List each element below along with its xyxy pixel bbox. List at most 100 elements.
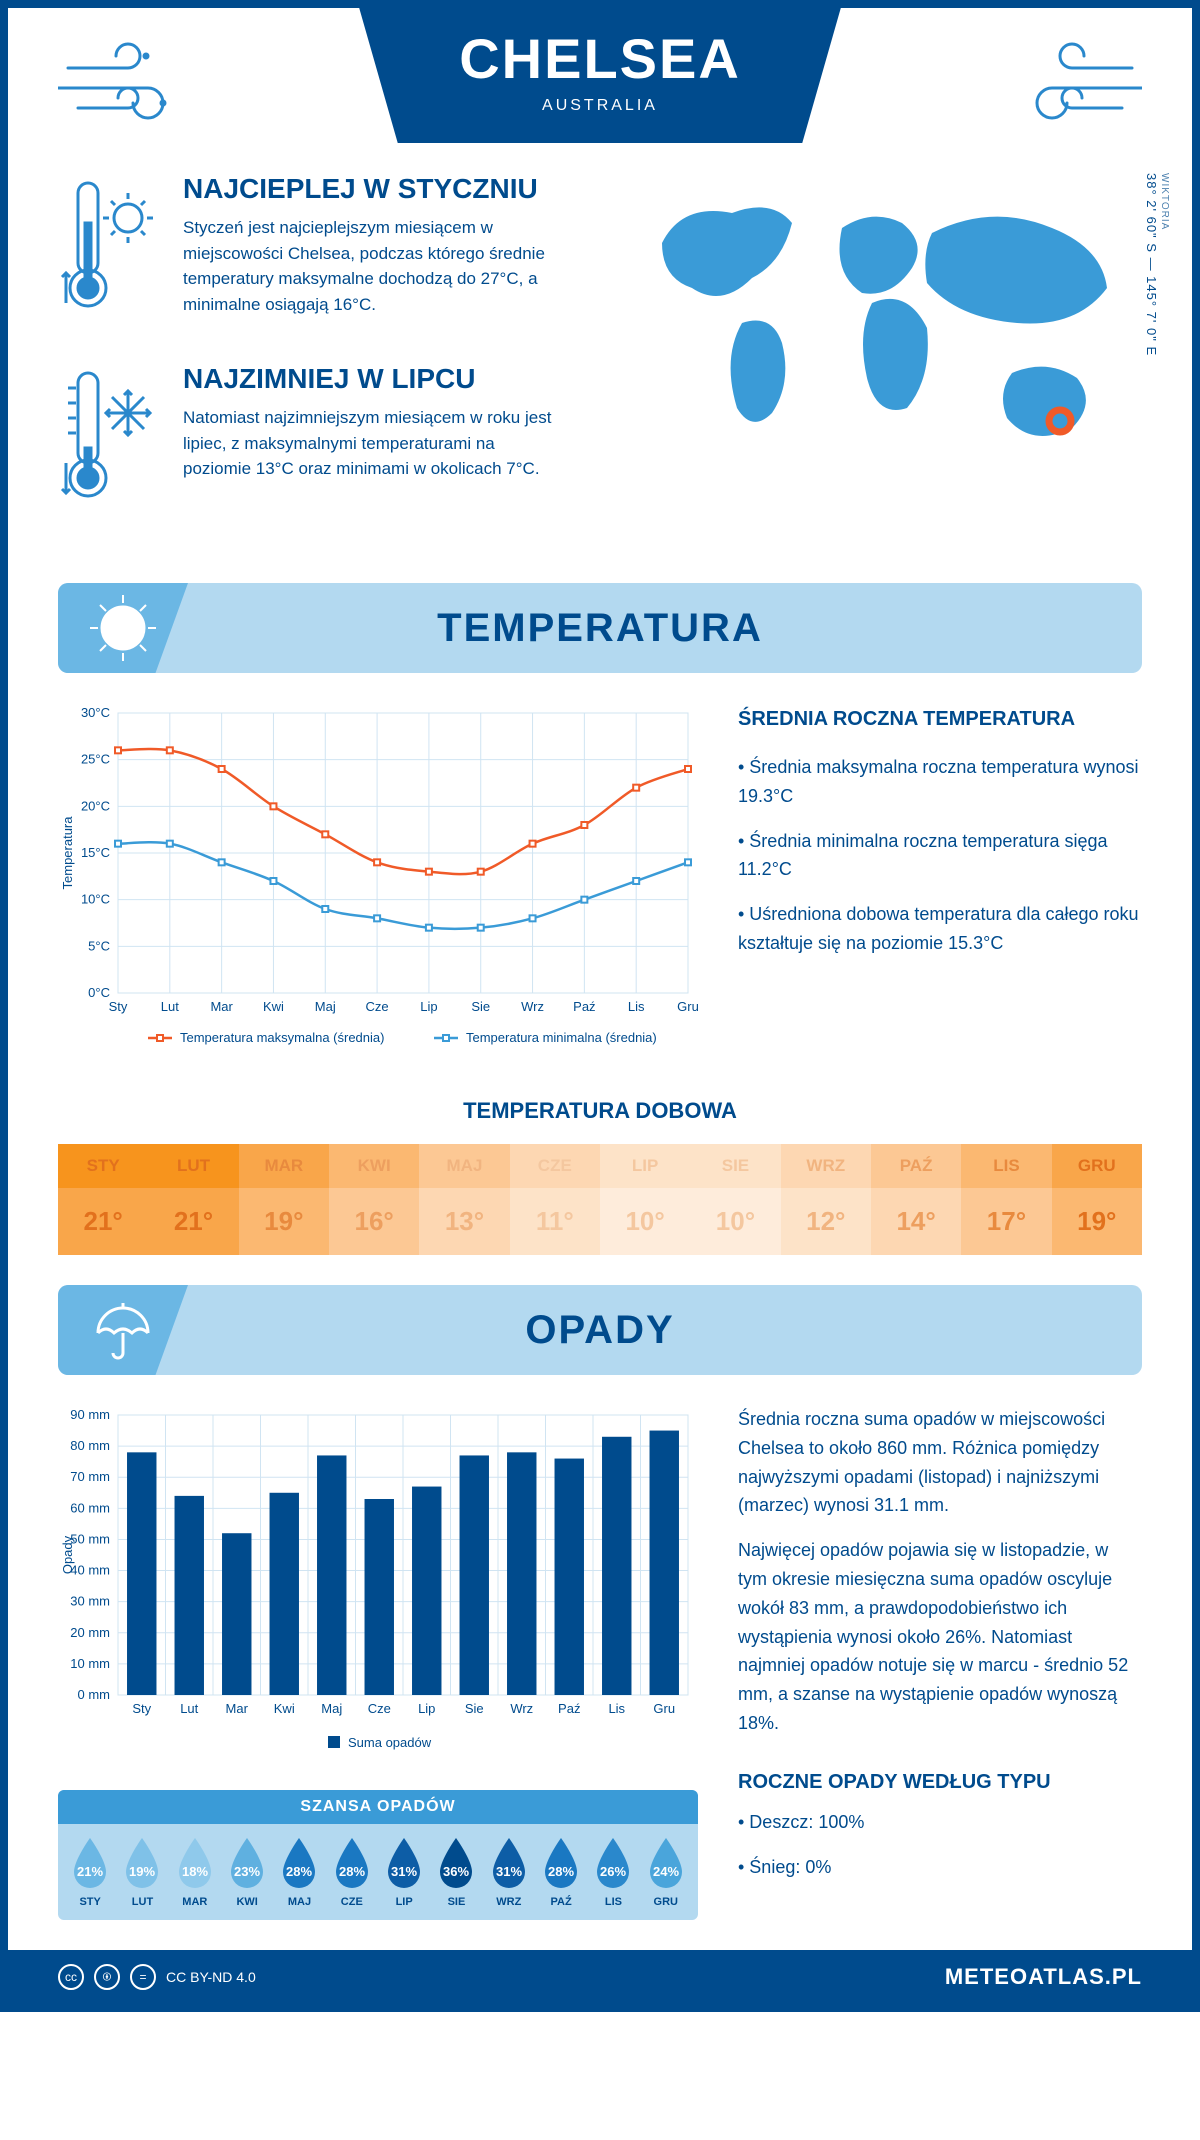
svg-text:20 mm: 20 mm	[70, 1625, 110, 1640]
daily-col: PAŹ14°	[871, 1144, 961, 1255]
daily-value: 11°	[510, 1188, 600, 1255]
daily-col: SIE10°	[690, 1144, 780, 1255]
chance-month: LIP	[378, 1896, 430, 1908]
fact-coldest: NAJZIMNIEJ W LIPCU Natomiast najzimniejs…	[58, 363, 582, 518]
svg-text:Lut: Lut	[161, 999, 179, 1014]
region-label: WIKTORIA	[1159, 173, 1170, 348]
chance-month: LIS	[587, 1896, 639, 1908]
svg-text:70 mm: 70 mm	[70, 1469, 110, 1484]
daily-col: KWI16°	[329, 1144, 419, 1255]
chance-month: MAR	[169, 1896, 221, 1908]
temp-summary-line-2: • Uśredniona dobowa temperatura dla całe…	[738, 900, 1142, 958]
fact-hot-title: NAJCIEPLEJ W STYCZNIU	[183, 173, 563, 205]
svg-text:31%: 31%	[496, 1864, 522, 1879]
svg-text:Temperatura: Temperatura	[60, 816, 75, 890]
svg-text:25°C: 25°C	[81, 752, 110, 767]
daily-month: LIS	[961, 1144, 1051, 1188]
svg-text:30°C: 30°C	[81, 705, 110, 720]
world-map: WIKTORIA 38° 2' 60" S — 145° 7' 0" E	[622, 173, 1142, 553]
svg-text:Sie: Sie	[471, 999, 490, 1014]
sun-icon	[88, 593, 158, 663]
svg-text:Gru: Gru	[677, 999, 698, 1014]
license-text: CC BY-ND 4.0	[166, 1969, 256, 1985]
daily-col: GRU19°	[1052, 1144, 1142, 1255]
svg-text:Mar: Mar	[210, 999, 233, 1014]
svg-text:60 mm: 60 mm	[70, 1500, 110, 1515]
chance-col: 21% STY	[64, 1836, 116, 1908]
svg-text:90 mm: 90 mm	[70, 1407, 110, 1422]
svg-text:20°C: 20°C	[81, 798, 110, 813]
daily-value: 12°	[781, 1188, 871, 1255]
fact-hottest: NAJCIEPLEJ W STYCZNIU Styczeń jest najci…	[58, 173, 582, 328]
chance-col: 28% CZE	[326, 1836, 378, 1908]
svg-text:Temperatura minimalna (średnia: Temperatura minimalna (średnia)	[466, 1030, 657, 1045]
daily-month: STY	[58, 1144, 148, 1188]
wind-icon-left	[58, 38, 208, 138]
precipitation-bar-chart: 0 mm10 mm20 mm30 mm40 mm50 mm60 mm70 mm8…	[58, 1405, 698, 1770]
temperature-line-chart: 0°C5°C10°C15°C20°C25°C30°CStyLutMarKwiMa…	[58, 703, 698, 1068]
svg-text:50 mm: 50 mm	[70, 1531, 110, 1546]
chance-title: SZANSA OPADÓW	[58, 1790, 698, 1824]
svg-text:Lip: Lip	[420, 999, 437, 1014]
svg-text:Suma opadów: Suma opadów	[348, 1735, 432, 1750]
fact-hot-body: Styczeń jest najcieplejszym miesiącem w …	[183, 215, 563, 317]
section-header-temperature: TEMPERATURA	[58, 583, 1142, 673]
svg-text:24%: 24%	[653, 1864, 679, 1879]
section-title-temperature: TEMPERATURA	[188, 606, 1142, 651]
svg-text:0 mm: 0 mm	[78, 1687, 111, 1702]
svg-text:Kwi: Kwi	[274, 1701, 295, 1716]
svg-text:28%: 28%	[286, 1864, 312, 1879]
svg-text:40 mm: 40 mm	[70, 1563, 110, 1578]
svg-text:Sty: Sty	[132, 1701, 151, 1716]
chance-col: 19% LUT	[116, 1836, 168, 1908]
svg-text:21%: 21%	[77, 1864, 103, 1879]
svg-text:23%: 23%	[234, 1864, 260, 1879]
svg-text:28%: 28%	[548, 1864, 574, 1879]
daily-month: GRU	[1052, 1144, 1142, 1188]
svg-text:Cze: Cze	[366, 999, 389, 1014]
svg-text:Gru: Gru	[653, 1701, 675, 1716]
svg-text:Temperatura maksymalna (średni: Temperatura maksymalna (średnia)	[180, 1030, 384, 1045]
chance-col: 26% LIS	[587, 1836, 639, 1908]
svg-text:Opady: Opady	[60, 1535, 75, 1574]
wind-icon-right	[992, 38, 1142, 138]
daily-col: STY21°	[58, 1144, 148, 1255]
precip-type-1: • Śnieg: 0%	[738, 1853, 1142, 1882]
section-header-precipitation: OPADY	[58, 1285, 1142, 1375]
page-footer: cc 🅯 = CC BY-ND 4.0 METEOATLAS.PL	[8, 1950, 1192, 2004]
svg-text:Kwi: Kwi	[263, 999, 284, 1014]
fact-cold-body: Natomiast najzimniejszym miesiącem w rok…	[183, 405, 563, 482]
chance-month: SIE	[430, 1896, 482, 1908]
precip-type-title: ROCZNE OPADY WEDŁUG TYPU	[738, 1766, 1142, 1798]
svg-text:Lut: Lut	[180, 1701, 198, 1716]
daily-month: LUT	[148, 1144, 238, 1188]
daily-month: CZE	[510, 1144, 600, 1188]
precip-type-0: • Deszcz: 100%	[738, 1808, 1142, 1837]
svg-text:36%: 36%	[443, 1864, 469, 1879]
svg-text:10°C: 10°C	[81, 892, 110, 907]
daily-value: 14°	[871, 1188, 961, 1255]
nd-icon: =	[130, 1964, 156, 1990]
raindrop-icon: 18%	[169, 1836, 221, 1890]
raindrop-icon: 21%	[64, 1836, 116, 1890]
chance-month: LUT	[116, 1896, 168, 1908]
svg-text:26%: 26%	[600, 1864, 626, 1879]
svg-text:31%: 31%	[391, 1864, 417, 1879]
page-subtitle: AUSTRALIA	[459, 97, 741, 115]
raindrop-icon: 31%	[483, 1836, 535, 1890]
svg-text:Maj: Maj	[315, 999, 336, 1014]
chance-month: GRU	[640, 1896, 692, 1908]
daily-col: LUT21°	[148, 1144, 238, 1255]
chance-month: MAJ	[273, 1896, 325, 1908]
daily-value: 21°	[148, 1188, 238, 1255]
svg-text:18%: 18%	[182, 1864, 208, 1879]
daily-value: 21°	[58, 1188, 148, 1255]
svg-text:Maj: Maj	[321, 1701, 342, 1716]
thermometer-hot-icon	[58, 173, 158, 328]
raindrop-icon: 31%	[378, 1836, 430, 1890]
chance-month: CZE	[326, 1896, 378, 1908]
svg-text:Paź: Paź	[558, 1701, 580, 1716]
precipitation-chance-table: SZANSA OPADÓW 21% STY 19% LUT 18% MAR 23…	[58, 1790, 698, 1920]
chance-month: KWI	[221, 1896, 273, 1908]
precip-p2: Najwięcej opadów pojawia się w listopadz…	[738, 1536, 1142, 1738]
